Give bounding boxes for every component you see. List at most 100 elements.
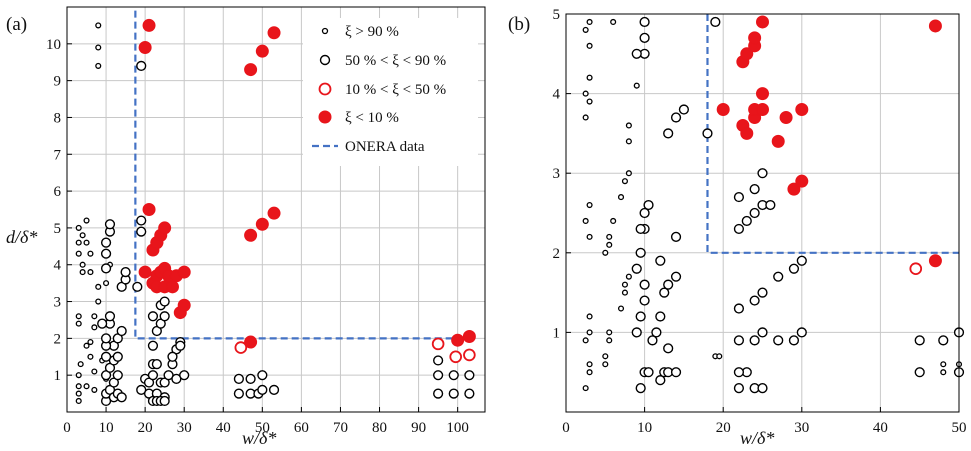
data-point-small-open <box>586 74 593 81</box>
data-point-small-open <box>716 353 723 360</box>
data-point-small-open <box>606 337 613 344</box>
data-point-open <box>116 392 127 403</box>
data-point-red-filled <box>165 280 179 294</box>
data-point-small-open <box>95 283 102 290</box>
data-point-small-open <box>617 194 625 201</box>
data-point-open <box>97 318 108 329</box>
panel-b-grid <box>566 13 960 412</box>
data-point-small-open <box>91 324 98 331</box>
data-point-open <box>670 271 682 282</box>
panel-a-y-axis-label: d/δ* <box>6 227 37 247</box>
data-point-small-open <box>582 114 589 121</box>
data-point-red-filled <box>177 298 191 312</box>
data-point-small-open <box>75 397 82 405</box>
panel-a-legend: ξ > 90 % 50 % < ξ < 90 % 10 % < ξ < 50 %… <box>303 18 478 166</box>
data-point-open <box>245 373 256 384</box>
data-point-open <box>433 370 444 381</box>
data-point-open <box>796 327 807 338</box>
data-point-open <box>116 325 127 337</box>
data-point-open <box>733 335 745 346</box>
data-point-open <box>464 370 475 381</box>
data-point-open <box>179 370 190 381</box>
panel-b-onera-line <box>706 14 959 254</box>
legend-marker-red-open <box>318 82 332 96</box>
data-point-small-open <box>75 250 82 257</box>
data-point-red-filled <box>740 126 754 140</box>
data-point-open <box>655 311 666 322</box>
data-point-small-open <box>91 368 98 375</box>
x-tick-label: 20 <box>716 420 731 436</box>
data-point-small-open <box>610 217 617 225</box>
x-tick-label: 30 <box>794 420 809 436</box>
data-point-small-open <box>582 90 589 97</box>
legend-marker-red-filled <box>318 110 332 124</box>
data-point-small-open <box>91 386 98 393</box>
x-tick-label: 40 <box>873 420 888 436</box>
onera-data-line <box>134 10 470 340</box>
data-point-open <box>136 215 147 226</box>
data-point-red-filled <box>795 103 809 117</box>
data-point-open <box>733 303 745 314</box>
data-point-open <box>147 340 159 351</box>
data-point-red-filled <box>462 330 476 344</box>
data-point-open <box>914 335 925 346</box>
data-point-open <box>639 295 650 306</box>
data-point-open <box>757 383 768 394</box>
panel-b-x-ticks: 0 10 20 30 40 50 <box>562 407 967 436</box>
x-tick-label: 10 <box>99 420 114 436</box>
data-point-small-open <box>617 305 625 312</box>
data-point-open <box>136 60 147 72</box>
data-point-open <box>938 335 949 346</box>
data-point-small-open <box>75 320 82 327</box>
data-point-open <box>100 248 112 259</box>
panel-a-x-ticks: 0 10 20 30 40 50 60 70 80 90 100 <box>63 407 469 436</box>
data-point-open <box>655 255 666 266</box>
data-point-small-open <box>606 329 613 336</box>
data-point-open <box>132 281 143 292</box>
x-tick-label: 50 <box>952 420 967 436</box>
data-point-open <box>631 327 642 338</box>
data-point-red-filled <box>138 41 152 54</box>
data-point-open <box>773 335 784 346</box>
data-point-small-open <box>625 122 632 129</box>
legend-label-xi-10-50: 10 % < ξ < 50 % <box>345 82 446 98</box>
data-point-open <box>635 383 646 394</box>
data-point-open <box>765 199 776 211</box>
data-point-small-open <box>602 249 609 256</box>
data-point-small-open <box>582 217 589 225</box>
data-point-small-open <box>602 361 609 368</box>
legend-marker-small-open <box>321 27 329 35</box>
data-point-open <box>651 327 662 338</box>
data-point-red-open <box>431 337 445 351</box>
data-point-open <box>100 333 112 344</box>
data-point-red-filled <box>787 182 801 196</box>
data-point-small-open <box>83 217 90 224</box>
panel-a-onera-line <box>134 10 470 340</box>
panel-a-y-ticks: 1 2 3 4 5 6 7 8 9 10 <box>46 37 72 384</box>
panel-a-frame <box>66 6 486 413</box>
data-point-open <box>733 367 745 378</box>
data-point-small-open <box>586 369 593 376</box>
data-point-open <box>147 311 159 322</box>
data-point-open <box>796 255 807 266</box>
data-point-open <box>120 266 131 278</box>
data-point-small-open <box>586 313 593 320</box>
y-tick-label: 4 <box>553 87 561 103</box>
data-point-open <box>136 226 147 237</box>
y-tick-label: 5 <box>54 221 62 237</box>
data-point-open <box>159 395 170 407</box>
data-point-open <box>655 375 666 386</box>
data-point-small-open <box>95 22 102 29</box>
panel-a-label: (a) <box>6 14 27 35</box>
data-point-open <box>100 263 112 274</box>
data-point-small-open <box>75 313 82 320</box>
data-point-open <box>268 384 280 396</box>
legend-label-onera-data: ONERA data <box>345 139 425 155</box>
y-tick-label: 6 <box>54 184 62 200</box>
data-point-open <box>733 223 745 235</box>
data-point-small-open <box>75 372 82 379</box>
data-point-open <box>112 351 123 362</box>
data-point-open <box>448 370 459 381</box>
x-tick-label: 50 <box>255 420 270 436</box>
data-point-small-open <box>633 82 640 89</box>
